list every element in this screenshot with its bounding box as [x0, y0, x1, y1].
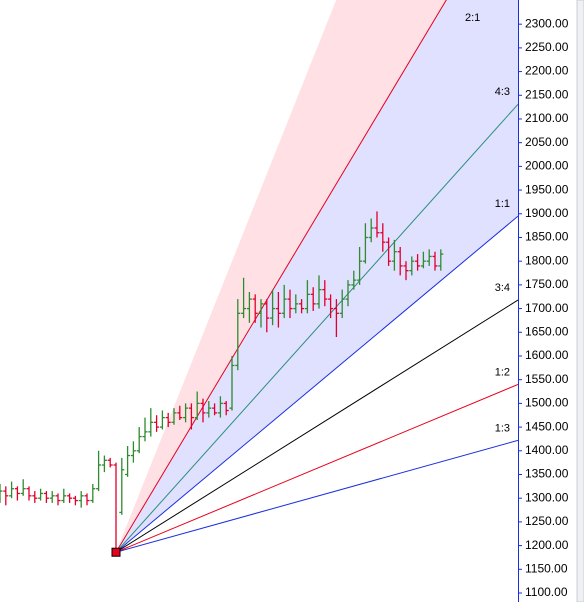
price-bars — [0, 211, 444, 553]
fan-label: 1:1 — [495, 198, 510, 210]
y-axis: 1100.00 1150.00 1200.00 1250.00 1300.00 1350.… — [518, 0, 569, 602]
y-tick-label: 1200.00 — [525, 538, 569, 552]
y-tick-label: 1500.00 — [525, 396, 569, 410]
y-tick-label: 1300.00 — [525, 490, 569, 504]
fan-label: 4:3 — [495, 86, 510, 98]
y-tick-label: 2150.00 — [525, 87, 569, 101]
y-tick-label: 1900.00 — [525, 206, 569, 220]
fan-label: 1:2 — [495, 366, 510, 378]
y-tick-label: 1750.00 — [525, 277, 569, 291]
fan-line — [115, 299, 518, 553]
y-tick-label: 1150.00 — [525, 561, 568, 575]
y-tick-label: 2300.00 — [525, 16, 569, 30]
y-tick-label: 1950.00 — [525, 182, 569, 196]
y-tick-label: 1400.00 — [525, 443, 569, 457]
fan-line — [115, 215, 518, 553]
y-tick-label: 2000.00 — [525, 159, 569, 173]
fan-origin — [111, 547, 121, 557]
fan-line — [115, 103, 518, 553]
y-tick-label: 1550.00 — [525, 372, 569, 386]
fan-label: 3:4 — [495, 282, 510, 294]
fan-line — [115, 383, 518, 553]
y-tick-label: 1350.00 — [525, 467, 569, 481]
y-tick-label: 2200.00 — [525, 64, 569, 78]
fan-zone-lower — [116, 0, 518, 553]
fan-lines — [115, 0, 518, 553]
y-tick-label: 1650.00 — [525, 324, 569, 338]
y-tick-label: 1600.00 — [525, 348, 569, 362]
y-tick-label: 2100.00 — [525, 111, 569, 125]
fan-label: 1:3 — [495, 422, 510, 434]
scroll-edge — [576, 0, 584, 602]
y-tick-label: 1100.00 — [525, 585, 568, 599]
y-tick-label: 1850.00 — [525, 230, 569, 244]
fan-line — [115, 439, 518, 553]
y-tick-label: 1700.00 — [525, 301, 569, 315]
y-tick-label: 2250.00 — [525, 40, 569, 54]
fan-label: 2:1 — [465, 12, 480, 24]
y-tick-label: 1450.00 — [525, 419, 569, 433]
y-tick-label: 1250.00 — [525, 514, 569, 528]
y-tick-label: 1800.00 — [525, 253, 569, 267]
y-tick-label: 2050.00 — [525, 135, 569, 149]
fan-line — [115, 0, 447, 553]
